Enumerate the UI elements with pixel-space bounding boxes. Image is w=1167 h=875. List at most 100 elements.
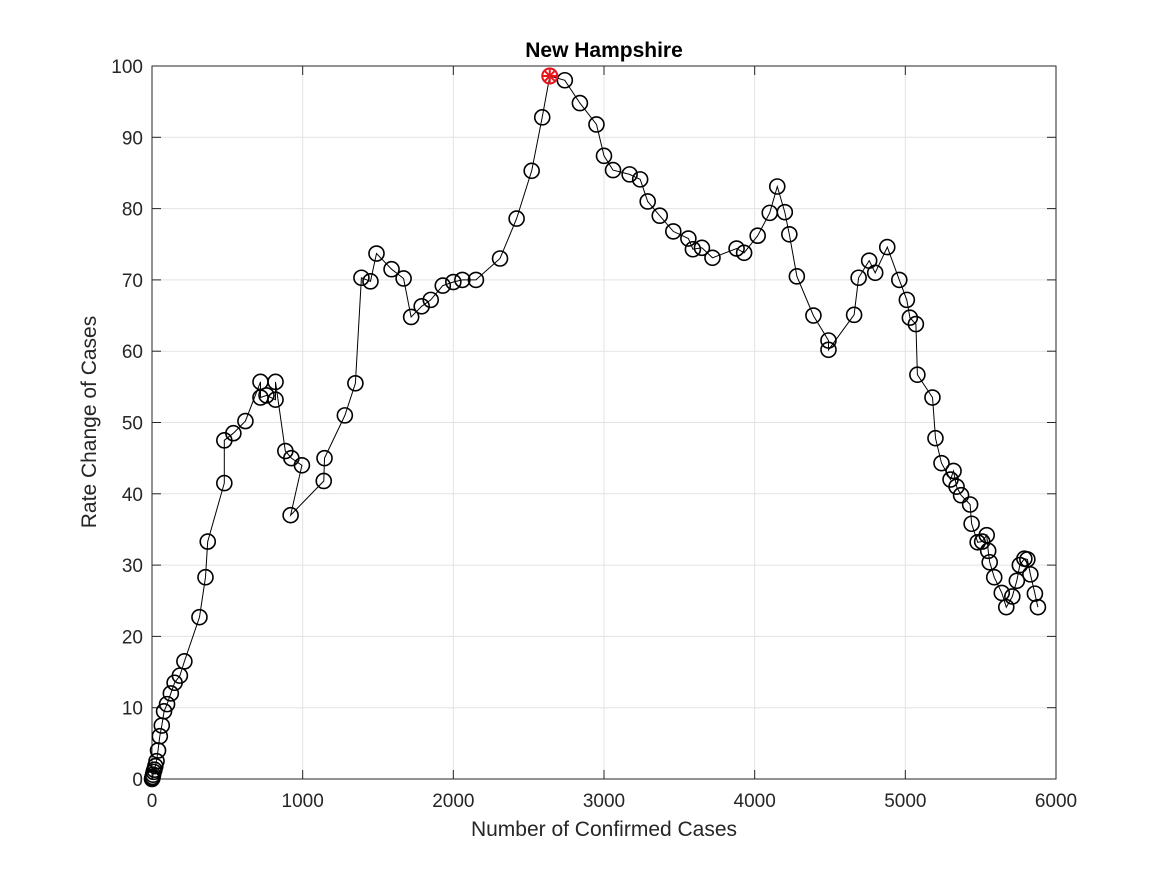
data-point <box>523 162 540 180</box>
data-point <box>353 269 370 287</box>
x-axis-label: Number of Confirmed Cases <box>471 818 737 841</box>
data-point <box>845 306 863 324</box>
data-point <box>237 412 254 430</box>
data-point <box>945 462 962 480</box>
data-point <box>395 270 412 287</box>
y-tick-label: 50 <box>122 414 143 435</box>
data-point <box>315 472 333 490</box>
data-point <box>362 273 379 290</box>
data-point <box>293 456 311 474</box>
y-axis-label: Rate Change of Cases <box>78 316 101 528</box>
data-point <box>191 608 208 626</box>
data-point <box>368 245 385 262</box>
data-point <box>933 454 950 472</box>
data-point <box>776 203 794 221</box>
data-point <box>199 533 217 550</box>
data-point <box>571 94 589 112</box>
data-point <box>901 309 919 326</box>
series-layer <box>143 67 1047 788</box>
data-point <box>820 332 837 349</box>
y-tick-label: 70 <box>122 271 143 292</box>
data-point <box>1029 598 1047 616</box>
data-point <box>556 71 574 89</box>
data-point <box>979 542 997 560</box>
data-point <box>1008 572 1026 590</box>
x-tick-label: 6000 <box>1035 791 1077 812</box>
data-point <box>621 166 638 183</box>
data-point <box>402 308 420 326</box>
data-point <box>961 496 979 513</box>
chart-title: New Hampshire <box>525 39 683 62</box>
data-point <box>258 387 275 404</box>
data-point <box>963 515 980 533</box>
data-point <box>898 291 916 309</box>
data-point <box>151 727 169 745</box>
data-point <box>383 260 400 278</box>
data-point <box>316 449 333 467</box>
x-tick-label: 3000 <box>583 791 625 812</box>
x-tick-label: 0 <box>147 791 158 812</box>
data-point <box>907 315 925 333</box>
x-tick-label: 5000 <box>884 791 926 812</box>
data-point <box>768 178 786 195</box>
data-point <box>749 227 766 244</box>
data-point <box>631 171 649 188</box>
data-point <box>948 478 965 495</box>
data-point <box>639 193 656 210</box>
data-point <box>909 366 926 384</box>
y-tick-label: 40 <box>122 485 143 506</box>
x-tick-label: 2000 <box>432 791 474 812</box>
highlight-star-stroke <box>543 69 556 83</box>
y-tick-label: 20 <box>122 627 143 648</box>
data-point <box>155 702 173 720</box>
data-point <box>267 391 284 408</box>
data-point <box>595 147 613 165</box>
data-point <box>467 271 485 289</box>
data-point <box>148 752 165 770</box>
data-point <box>878 238 896 256</box>
y-tick-label: 60 <box>122 342 143 363</box>
data-point <box>788 268 806 285</box>
data-point <box>665 223 682 240</box>
data-point <box>588 116 605 133</box>
data-point <box>158 695 176 713</box>
data-point <box>1004 588 1021 605</box>
data-point <box>282 506 299 524</box>
data-point <box>225 424 242 442</box>
data-point <box>981 553 999 571</box>
data-point <box>927 429 944 447</box>
y-tick-label: 0 <box>132 770 143 791</box>
data-point <box>891 271 908 289</box>
axis-ticks <box>151 65 1057 780</box>
y-tick-label: 30 <box>122 556 143 577</box>
x-tick-label: 4000 <box>734 791 776 812</box>
data-point <box>508 210 525 227</box>
plot-area: 0 1000 2000 3000 4000 5000 6000 0 10 20 30 40 50 60 7… <box>111 57 1077 812</box>
data-point <box>1022 566 1039 583</box>
data-point <box>820 341 837 359</box>
x-tick-labels: 0 1000 2000 3000 4000 5000 6000 <box>147 791 1077 812</box>
data-point <box>805 307 822 324</box>
data-point <box>434 277 452 294</box>
data-point <box>781 225 798 243</box>
data-point <box>336 407 354 424</box>
data-point <box>176 653 193 670</box>
data-point <box>422 291 440 309</box>
y-tick-label: 10 <box>122 699 143 720</box>
data-point <box>445 273 462 291</box>
data-point <box>952 486 970 504</box>
data-point <box>197 568 214 586</box>
data-point <box>267 373 284 391</box>
data-point <box>735 244 753 262</box>
data-point <box>704 249 721 267</box>
data-point <box>924 389 941 406</box>
data-point <box>850 269 867 287</box>
y-tick-label: 90 <box>122 128 143 149</box>
y-tick-label: 100 <box>111 57 143 78</box>
data-point <box>413 297 430 315</box>
data-point <box>651 207 669 225</box>
highlight-marker <box>541 67 559 85</box>
y-tick-labels: 0 10 20 30 40 50 60 70 80 90 100 <box>111 57 143 791</box>
data-point <box>680 230 697 247</box>
